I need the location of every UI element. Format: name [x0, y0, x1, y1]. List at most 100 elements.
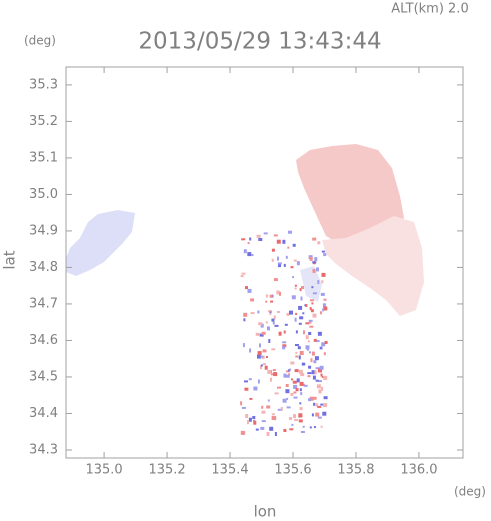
x-tick-label: 135.2	[148, 463, 185, 478]
speckle	[294, 317, 297, 322]
speckle	[314, 257, 318, 262]
speckle	[293, 396, 298, 399]
speckle	[258, 322, 263, 326]
speckle	[283, 263, 286, 267]
speckle	[300, 296, 303, 301]
speckle	[290, 266, 294, 269]
speckle	[283, 330, 286, 334]
echo-blue	[66, 210, 135, 276]
speckle	[273, 278, 278, 282]
speckle	[295, 388, 299, 392]
speckle	[257, 354, 261, 359]
speckle	[274, 432, 277, 436]
speckle	[294, 369, 299, 373]
speckle	[313, 426, 316, 429]
y-unit: (deg)	[24, 34, 56, 48]
speckle	[268, 310, 273, 313]
speckle	[308, 319, 313, 322]
speckle	[299, 316, 304, 320]
speckle	[318, 389, 322, 394]
speckle	[273, 315, 276, 320]
speckle	[300, 392, 303, 396]
speckle	[309, 321, 312, 324]
speckle	[261, 410, 266, 414]
speckle	[286, 406, 291, 409]
speckle	[270, 300, 274, 303]
speckle	[307, 340, 310, 343]
speckle	[323, 352, 326, 356]
speckle	[266, 405, 271, 409]
speckle	[271, 248, 275, 252]
speckle	[285, 389, 290, 394]
speckle	[317, 241, 321, 245]
y-tick-label: 34.5	[29, 369, 58, 384]
speckle	[323, 375, 328, 380]
speckle	[285, 374, 290, 378]
speckle	[322, 303, 326, 308]
speckle	[311, 413, 314, 417]
speckle	[259, 343, 261, 348]
speckle	[257, 351, 262, 356]
speckle	[260, 426, 265, 430]
plot-frame	[65, 66, 464, 459]
speckle	[256, 234, 261, 238]
speckle	[255, 332, 260, 336]
speckle	[263, 232, 268, 235]
speckle	[320, 292, 325, 296]
speckle	[294, 287, 297, 290]
x-tick-label: 135.8	[337, 463, 374, 478]
speckle	[247, 288, 252, 293]
speckle	[315, 379, 319, 382]
speckle	[313, 402, 316, 406]
speckle	[290, 392, 294, 396]
speckle	[249, 397, 253, 400]
speckle	[285, 255, 288, 259]
speckle	[292, 380, 297, 384]
speckle	[314, 356, 319, 361]
speckle	[303, 330, 305, 335]
speckle	[271, 413, 275, 416]
speckle	[248, 417, 252, 422]
speckle	[259, 333, 264, 337]
speckle	[282, 239, 286, 244]
speckle	[300, 431, 305, 433]
speckle	[303, 363, 306, 366]
speckle	[321, 280, 324, 284]
speckle	[305, 335, 309, 340]
echo-layer	[66, 144, 424, 436]
speckle	[260, 355, 264, 358]
speckle	[301, 286, 304, 289]
speckle	[247, 252, 252, 257]
speckle	[322, 411, 327, 416]
speckle	[307, 372, 312, 375]
speckle	[323, 298, 327, 301]
speckle	[253, 386, 258, 391]
speckle	[269, 426, 274, 431]
speckle	[247, 242, 250, 244]
speckle	[240, 401, 243, 406]
speckle	[250, 298, 255, 302]
speckle	[287, 246, 290, 249]
speckle	[288, 230, 292, 234]
speckle	[244, 380, 248, 383]
altitude-label: ALT(km) 2.0	[391, 2, 468, 17]
speckle	[264, 365, 268, 370]
echo-pink-light	[322, 216, 424, 316]
speckle	[295, 312, 298, 315]
speckle	[269, 311, 272, 314]
speckle	[249, 237, 252, 241]
y-tick-label: 34.8	[29, 260, 58, 275]
speckle	[277, 408, 282, 411]
speckle	[260, 364, 263, 367]
speckle	[319, 365, 324, 370]
chart-title: 2013/05/29 13:43:44	[138, 29, 381, 55]
speckle	[277, 256, 279, 261]
speckle	[271, 416, 276, 420]
speckle	[293, 391, 297, 394]
y-tick-label: 34.9	[29, 223, 58, 238]
speckle	[244, 387, 249, 391]
speckle	[293, 414, 296, 419]
speckle	[317, 280, 320, 285]
y-tick-label: 34.7	[29, 296, 58, 311]
